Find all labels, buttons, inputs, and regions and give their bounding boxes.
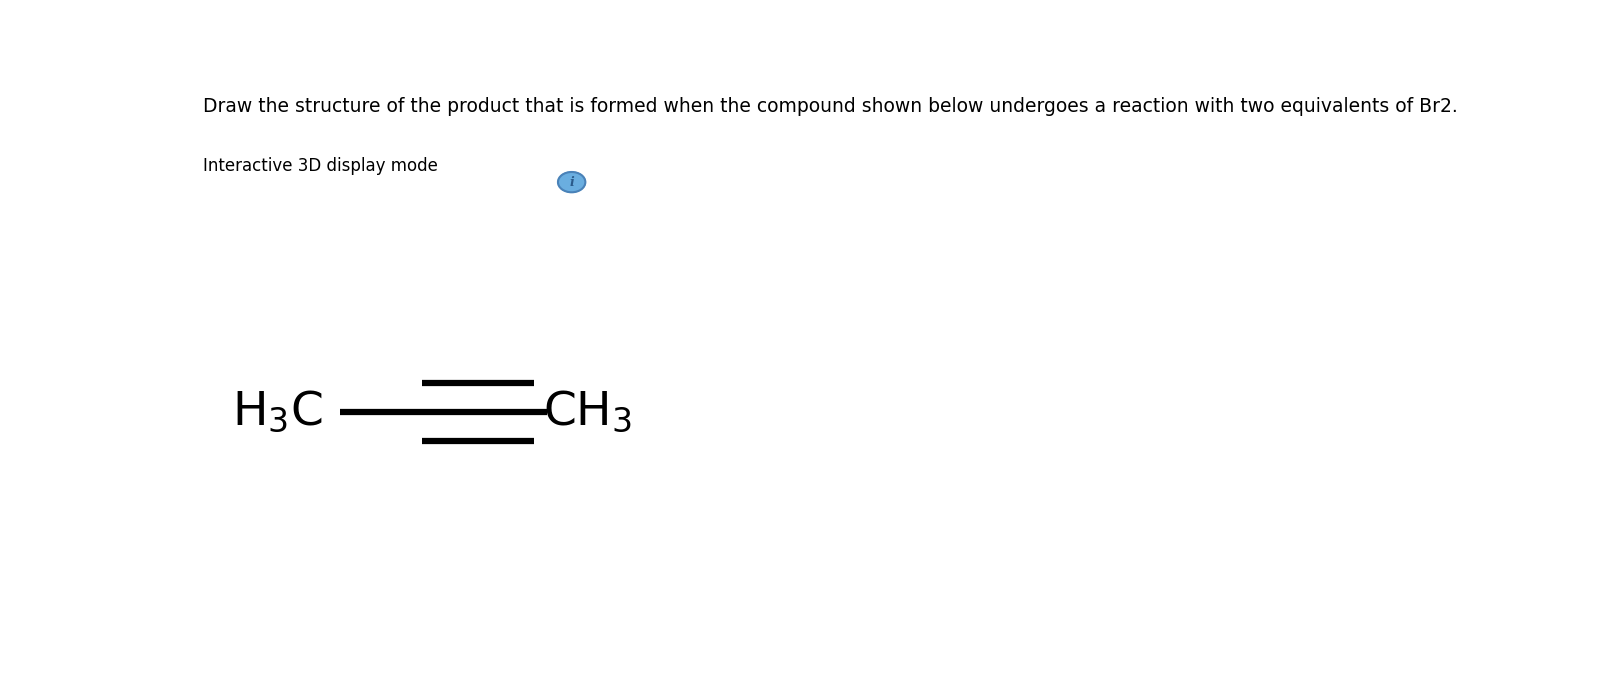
Text: Interactive 3D display mode: Interactive 3D display mode bbox=[204, 157, 438, 175]
Text: $\mathsf{CH_3}$: $\mathsf{CH_3}$ bbox=[542, 389, 632, 435]
Ellipse shape bbox=[557, 172, 584, 192]
Text: i: i bbox=[568, 176, 573, 189]
Text: Draw the structure of the product that is formed when the compound shown below u: Draw the structure of the product that i… bbox=[204, 96, 1457, 116]
Text: $\mathsf{H_3C}$: $\mathsf{H_3C}$ bbox=[231, 389, 323, 435]
